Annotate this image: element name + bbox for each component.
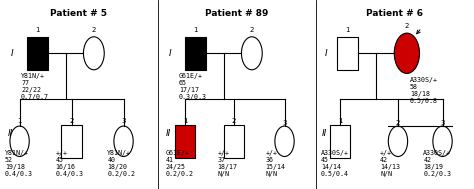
Text: 1: 1 (345, 27, 350, 33)
Text: G61E/+
65
17/17
0.3/0.3: G61E/+ 65 17/17 0.3/0.3 (179, 74, 207, 100)
Text: +/+
37
18/17
N/N: +/+ 37 18/17 N/N (218, 150, 237, 177)
Text: A330S/+
58
18/18
0.5/0.8: A330S/+ 58 18/18 0.5/0.8 (410, 77, 438, 104)
Ellipse shape (388, 126, 408, 156)
Text: 1: 1 (193, 27, 198, 33)
Text: 2: 2 (250, 27, 254, 33)
Text: +/+
36
15/14
N/N: +/+ 36 15/14 N/N (265, 150, 285, 177)
Ellipse shape (241, 37, 262, 70)
Text: I: I (11, 49, 13, 58)
Text: II: II (166, 129, 171, 139)
Text: 2: 2 (91, 27, 96, 33)
Text: 3: 3 (440, 120, 445, 126)
Bar (27, 37, 48, 70)
Text: 2: 2 (396, 120, 400, 126)
Text: +/+
42
14/13
N/N: +/+ 42 14/13 N/N (380, 150, 400, 177)
Ellipse shape (275, 126, 294, 156)
Ellipse shape (114, 126, 133, 156)
Text: Y81N/+
40
18/20
0.2/0.2: Y81N/+ 40 18/20 0.2/0.2 (107, 150, 135, 177)
Ellipse shape (83, 37, 104, 70)
Text: A330S/+
42
18/19
0.2/0.3: A330S/+ 42 18/19 0.2/0.3 (423, 150, 451, 177)
Text: 2: 2 (405, 23, 409, 29)
Text: I: I (169, 49, 171, 58)
Text: 1: 1 (18, 118, 22, 124)
Text: 3: 3 (283, 120, 287, 126)
Bar (224, 125, 245, 158)
Bar (337, 37, 358, 70)
Ellipse shape (433, 126, 452, 156)
Text: 2: 2 (232, 118, 236, 124)
Text: 1: 1 (338, 118, 342, 124)
Text: I: I (325, 49, 328, 58)
Text: Y81N/+
52
19/18
0.4/0.3: Y81N/+ 52 19/18 0.4/0.3 (5, 150, 33, 177)
Ellipse shape (394, 33, 419, 74)
Text: 1: 1 (35, 27, 40, 33)
Ellipse shape (10, 126, 29, 156)
Bar (61, 125, 82, 158)
Text: 3: 3 (121, 118, 126, 124)
Bar (185, 37, 206, 70)
Text: 1: 1 (183, 118, 187, 124)
Text: Patient # 6: Patient # 6 (366, 9, 423, 18)
Bar (329, 125, 350, 158)
Text: 2: 2 (69, 118, 74, 124)
Text: +/+
45
16/16
0.4/0.3: +/+ 45 16/16 0.4/0.3 (55, 150, 83, 177)
Text: A330S/+
45
14/14
0.5/0.4: A330S/+ 45 14/14 0.5/0.4 (321, 150, 349, 177)
Text: Patient # 5: Patient # 5 (51, 9, 108, 18)
Text: Patient # 89: Patient # 89 (205, 9, 269, 18)
Text: Y81N/+
77
22/22
0.7/0.7: Y81N/+ 77 22/22 0.7/0.7 (21, 74, 49, 100)
Bar (174, 125, 195, 158)
Text: G61E/+
41
24/25
0.2/0.2: G61E/+ 41 24/25 0.2/0.2 (166, 150, 194, 177)
Text: II: II (322, 129, 328, 139)
Text: II: II (8, 129, 13, 139)
